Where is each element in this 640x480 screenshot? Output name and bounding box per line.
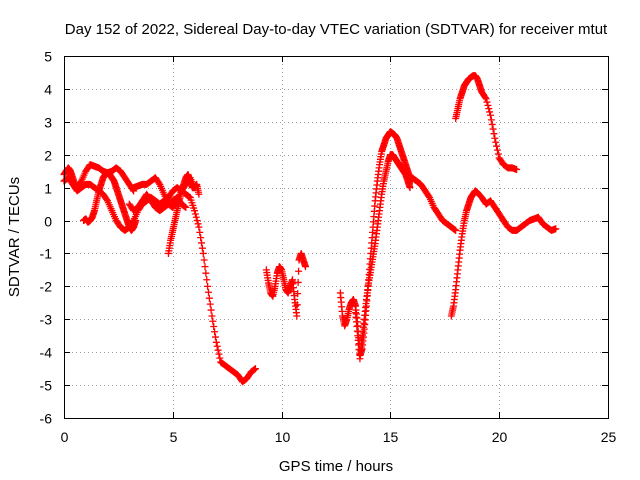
data-point <box>216 354 224 362</box>
plot-frame <box>64 56 609 419</box>
data-point <box>197 234 205 242</box>
data-point <box>513 166 521 174</box>
series-arc-11 <box>408 174 460 234</box>
y-tick-label: 5 <box>44 49 52 65</box>
data-point <box>451 226 459 234</box>
chart-title: Day 152 of 2022, Sidereal Day-to-day VTE… <box>65 21 608 38</box>
y-axis-label: SDTVAR / TECUs <box>6 177 23 297</box>
x-axis-label: GPS time / hours <box>279 458 393 475</box>
data-point <box>485 105 493 113</box>
data-point <box>406 184 414 192</box>
x-tick-label: 0 <box>61 429 69 445</box>
y-tick-label: -3 <box>40 312 53 328</box>
data-point <box>484 101 492 109</box>
data-point <box>486 108 494 116</box>
y-tick-label: -1 <box>40 246 53 262</box>
x-tick-label: 20 <box>492 429 508 445</box>
data-point <box>205 294 213 302</box>
x-tick-label: 5 <box>170 429 178 445</box>
x-tick-label: 25 <box>601 429 617 445</box>
data-point <box>198 244 206 252</box>
y-tick-label: -6 <box>40 411 53 427</box>
data-point <box>206 300 214 308</box>
y-tick-label: 3 <box>44 115 52 131</box>
data-point <box>493 142 501 150</box>
data-point <box>214 346 222 354</box>
data-point <box>212 338 220 346</box>
data-point <box>491 134 499 142</box>
data-point <box>483 98 491 106</box>
data-point <box>195 223 203 231</box>
data-point <box>293 312 301 320</box>
series-arc-7 <box>186 194 259 386</box>
data-point <box>199 249 207 257</box>
y-tick-label: 0 <box>44 214 52 230</box>
data-point <box>198 239 206 247</box>
data-point <box>200 256 208 264</box>
data-point <box>193 217 201 225</box>
data-point <box>488 120 496 128</box>
data-point <box>192 213 200 221</box>
data-point <box>211 328 219 336</box>
data-point <box>191 207 199 215</box>
x-tick-label: 10 <box>275 429 291 445</box>
data-point <box>191 210 199 218</box>
data-point <box>494 150 502 158</box>
data-point <box>487 116 495 124</box>
data-point <box>210 323 218 331</box>
data-point <box>481 93 489 101</box>
data-point <box>181 203 189 211</box>
data-point <box>207 306 215 314</box>
data-point <box>294 278 302 286</box>
data-point <box>132 217 140 225</box>
data-point <box>204 288 212 296</box>
data-point <box>202 269 210 277</box>
series-arc-12 <box>447 187 560 320</box>
data-point <box>302 263 310 271</box>
data-point <box>486 111 494 119</box>
series-arc-3 <box>80 169 140 234</box>
series-arc-6 <box>164 170 203 257</box>
series-arc-10 <box>352 151 414 363</box>
grid-lines <box>64 56 608 418</box>
series-arc-8 <box>262 249 310 320</box>
data-point <box>209 317 217 325</box>
data-point <box>493 146 501 154</box>
y-tick-label: -2 <box>40 279 53 295</box>
data-point <box>215 350 223 358</box>
data-point <box>489 125 497 133</box>
y-tick-label: 4 <box>44 82 52 98</box>
data-point <box>452 226 460 234</box>
y-tick-label: 2 <box>44 148 52 164</box>
axis-ticks: 0 5 10 15 20 25 -6 -5 -4 -3 -2 -1 0 1 2 3 4 5 <box>40 49 617 446</box>
data-point <box>208 312 216 320</box>
y-tick-label: 1 <box>44 181 52 197</box>
data-point <box>182 203 190 211</box>
data-point <box>195 190 203 198</box>
data-point <box>201 263 209 271</box>
data-point <box>293 301 301 309</box>
data-point <box>203 276 211 284</box>
data-point <box>194 220 202 228</box>
data-point <box>294 290 302 298</box>
data-point <box>204 282 212 290</box>
data-point <box>492 138 500 146</box>
data-point <box>482 95 490 103</box>
data-point <box>295 267 303 275</box>
data-point <box>211 333 219 341</box>
data-point <box>251 365 259 373</box>
series-arc-13 <box>452 72 521 174</box>
x-tick-label: 15 <box>383 429 399 445</box>
y-tick-label: -4 <box>40 345 53 361</box>
data-point <box>196 228 204 236</box>
data-point <box>490 130 498 138</box>
data-markers <box>60 72 560 386</box>
y-tick-label: -5 <box>40 378 53 394</box>
data-point <box>552 225 560 233</box>
data-point <box>251 365 259 373</box>
data-point <box>213 342 221 350</box>
